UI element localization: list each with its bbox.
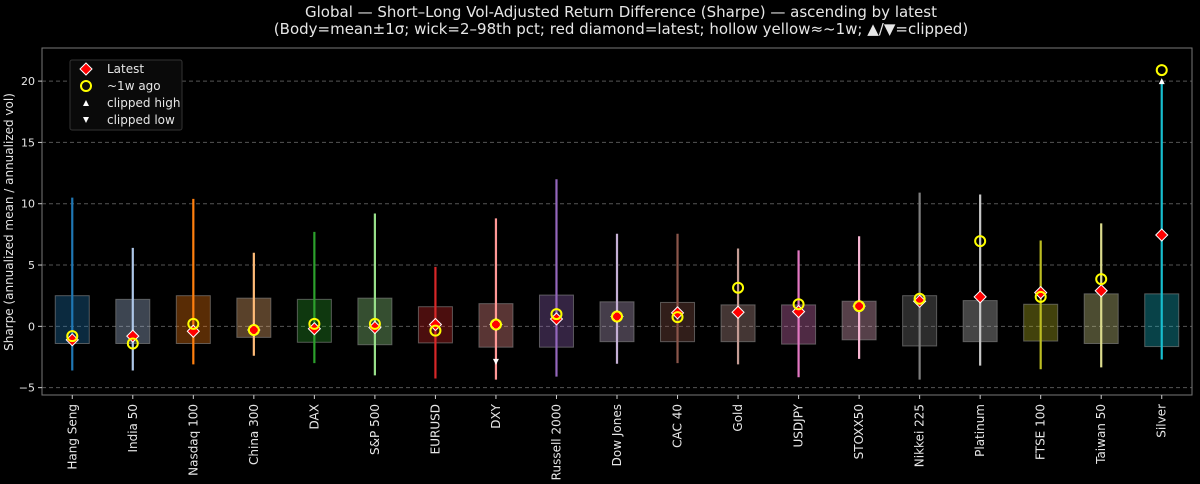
x-tick-label: Nasdaq 100 xyxy=(186,404,200,476)
chart-subtitle: (Body=mean±1σ; wick=2–98th pct; red diam… xyxy=(274,20,968,38)
x-tick-label: Gold xyxy=(731,404,745,432)
x-tick-label: DAX xyxy=(307,404,321,429)
week-ago-marker xyxy=(247,324,260,337)
week-ago-marker xyxy=(489,318,502,331)
week-ago-marker xyxy=(611,310,623,323)
x-tick-label: Dow Jones xyxy=(610,404,624,466)
week-ago-marker xyxy=(308,317,321,330)
week-ago-marker xyxy=(732,281,745,294)
x-tick-label: China 300 xyxy=(247,404,261,465)
week-ago-marker xyxy=(792,298,805,311)
latest-marker xyxy=(731,305,745,319)
week-ago-marker xyxy=(974,235,987,248)
clipped-high-marker xyxy=(1158,78,1165,85)
week-ago-marker xyxy=(1095,273,1108,286)
legend: Latest ~1w ago clipped high clipped low xyxy=(69,59,183,131)
x-tick-label: STOXX50 xyxy=(852,404,866,459)
y-axis-label: Sharpe (annualized mean / annualized vol… xyxy=(2,93,16,351)
legend-latest-label: Latest xyxy=(107,62,144,76)
box-dow-jones xyxy=(599,233,635,364)
legend-clipped-high-marker xyxy=(83,100,89,106)
box-dax xyxy=(296,231,332,364)
week-ago-marker xyxy=(853,300,866,313)
legend-clipped-low-marker xyxy=(83,117,89,123)
box-russell-2000 xyxy=(538,179,574,377)
x-tick-label: CAC 40 xyxy=(671,404,685,448)
y-tick-label: 20 xyxy=(21,75,35,88)
x-tick-label: Nikkei 225 xyxy=(913,404,927,467)
legend-latest-marker xyxy=(79,62,93,76)
box-dxy xyxy=(478,218,514,380)
box-nikkei-225 xyxy=(902,192,938,380)
week-ago-marker xyxy=(187,317,200,330)
x-tick-label: India 50 xyxy=(126,404,140,453)
y-tick-label: 0 xyxy=(28,320,35,333)
y-tick-label: 15 xyxy=(21,136,35,149)
week-ago-marker xyxy=(913,292,926,305)
box-stoxx50 xyxy=(841,236,877,359)
week-ago-marker xyxy=(550,308,563,321)
week-ago-marker xyxy=(429,324,442,337)
box-platinum xyxy=(962,194,998,366)
x-tick-label: S&P 500 xyxy=(368,404,382,455)
week-ago-marker xyxy=(671,311,684,324)
box-taiwan-50 xyxy=(1083,223,1119,368)
x-tick-label: Silver xyxy=(1155,404,1169,438)
marks xyxy=(54,64,1180,380)
week-ago-marker xyxy=(1034,290,1047,303)
box-india-50 xyxy=(115,247,151,371)
box-eurusd xyxy=(417,266,453,379)
x-tick-label: DXY xyxy=(489,403,503,428)
box-silver xyxy=(1144,64,1180,360)
x-tick-label: Taiwan 50 xyxy=(1094,404,1108,465)
y-tick-label: 10 xyxy=(21,198,35,211)
x-tick-label: FTSE 100 xyxy=(1034,404,1048,460)
legend-frame xyxy=(69,59,183,131)
latest-marker xyxy=(1094,284,1108,298)
box-china-300 xyxy=(236,252,272,356)
box-nasdaq-100 xyxy=(175,198,211,365)
legend-clipped-low-label: clipped low xyxy=(107,113,175,127)
y-ticks: −5 0 5 10 15 20 xyxy=(19,75,42,395)
week-ago-marker xyxy=(66,330,79,343)
y-tick-label: 5 xyxy=(28,259,35,272)
x-tick-label: Russell 2000 xyxy=(549,404,563,480)
y-tick-label: −5 xyxy=(19,382,35,395)
chart-title: Global — Short–Long Vol-Adjusted Return … xyxy=(305,3,937,21)
box-s-p-500 xyxy=(357,213,393,376)
box-cac-40 xyxy=(660,233,696,364)
box-ftse-100 xyxy=(1023,240,1059,370)
box-gold xyxy=(720,248,756,365)
box-hang-seng xyxy=(54,197,90,371)
clipped-low-marker xyxy=(492,358,499,365)
week-ago-marker xyxy=(1155,64,1168,77)
latest-marker xyxy=(973,290,987,304)
legend-clipped-high-label: clipped high xyxy=(107,96,180,110)
legend-week-label: ~1w ago xyxy=(107,79,161,93)
x-tick-label: EURUSD xyxy=(428,404,442,454)
x-tick-label: Hang Seng xyxy=(65,404,79,470)
week-ago-marker xyxy=(126,337,139,350)
week-ago-marker xyxy=(368,317,381,330)
latest-marker xyxy=(186,324,201,338)
legend-week-marker xyxy=(80,80,92,92)
x-tick-label: Platinum xyxy=(973,404,987,457)
x-tick-label: USDJPY xyxy=(792,403,806,447)
x-ticks: Hang Seng India 50 Nasdaq 100 China 300 DAX S… xyxy=(65,395,1169,480)
latest-marker xyxy=(1155,228,1169,242)
box-usdjpy xyxy=(781,250,817,378)
